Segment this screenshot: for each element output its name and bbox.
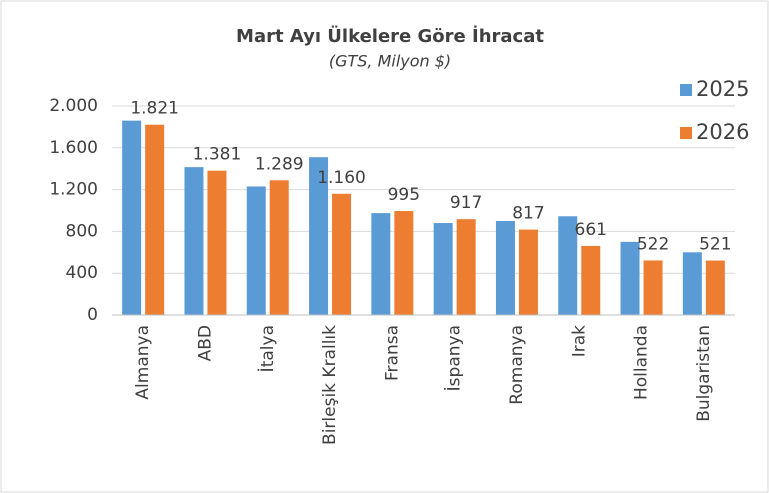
x-tick-label: Romanya — [507, 325, 527, 405]
data-label: 1.381 — [193, 145, 242, 165]
data-label: 995 — [388, 185, 420, 205]
chart-title: Mart Ayı Ülkelere Göre İhracat — [236, 25, 544, 47]
bar — [246, 186, 266, 315]
bar — [269, 180, 289, 315]
chart-subtitle: (GTS, Milyon $) — [329, 52, 451, 71]
bar — [122, 120, 142, 315]
x-tick-label: Birleşik Krallık — [320, 325, 340, 445]
data-label: 1.289 — [255, 154, 304, 174]
data-label: 1.160 — [317, 168, 366, 188]
bar — [456, 219, 476, 315]
x-tick-label: Fransa — [382, 325, 402, 381]
bar — [371, 213, 391, 315]
bar — [620, 241, 640, 315]
bar — [643, 260, 663, 315]
bar — [145, 124, 165, 315]
legend-swatch — [680, 127, 692, 139]
x-tick-label: İtalya — [257, 325, 278, 372]
bar — [184, 167, 204, 315]
legend-label: 2026 — [696, 120, 749, 144]
x-tick-label: İspanya — [444, 325, 465, 391]
bar — [394, 211, 414, 315]
y-tick-label: 1.200 — [49, 180, 98, 200]
x-tick-label: Almanya — [133, 325, 153, 400]
legend-swatch — [680, 84, 692, 96]
bar — [332, 193, 352, 315]
y-tick-label: 0 — [87, 305, 98, 325]
y-tick-label: 2.000 — [49, 96, 98, 116]
data-label: 521 — [699, 235, 731, 255]
bar — [433, 223, 453, 315]
data-label: 917 — [450, 193, 482, 213]
y-tick-label: 400 — [66, 263, 98, 283]
bar — [495, 220, 515, 315]
bar — [581, 245, 601, 315]
legend-label: 2025 — [696, 77, 749, 101]
bar — [518, 229, 538, 315]
y-tick-label: 800 — [66, 221, 98, 241]
x-tick-label: Hollanda — [632, 325, 652, 400]
bar — [682, 252, 702, 315]
x-tick-label: Irak — [569, 325, 589, 357]
x-tick-label: Bulgaristan — [694, 325, 714, 422]
data-label: 522 — [637, 234, 669, 254]
bar — [309, 157, 329, 315]
bar — [705, 260, 725, 315]
bar — [207, 170, 227, 315]
y-tick-label: 1.600 — [49, 138, 98, 158]
x-tick-label: ABD — [195, 325, 215, 361]
bar — [558, 216, 578, 315]
data-label: 1.821 — [130, 99, 179, 119]
data-label: 817 — [512, 204, 544, 224]
data-label: 661 — [575, 220, 607, 240]
